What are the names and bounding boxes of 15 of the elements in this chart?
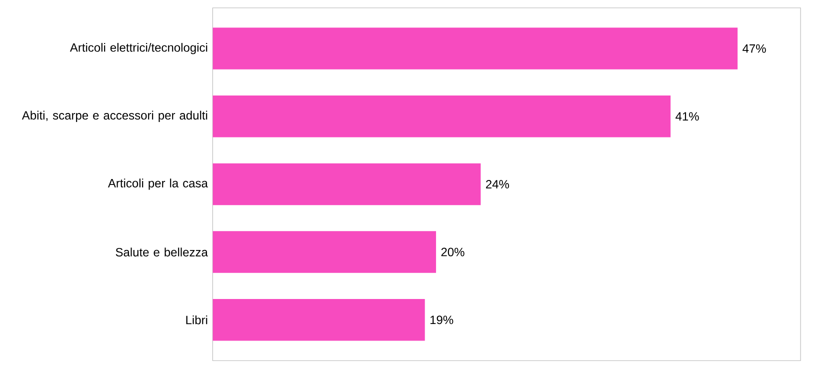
bar: [212, 299, 425, 341]
data-label: 47%: [742, 44, 766, 53]
y-tick-label: Articoli per la casa: [108, 178, 208, 190]
y-tick-label: Articoli elettrici/tecnologici: [70, 43, 208, 54]
data-label: 41%: [676, 112, 699, 121]
data-label: 19%: [430, 316, 454, 324]
y-tick-label: Abiti, scarpe e accessori per adulti: [22, 110, 208, 122]
bar: [212, 28, 738, 70]
bar: [212, 231, 436, 274]
y-tick-label: Libri: [186, 316, 208, 324]
y-tick-label: Salute e bellezza: [116, 248, 208, 257]
bar: [212, 96, 671, 138]
data-label: 20%: [441, 248, 464, 256]
data-label: 24%: [486, 180, 510, 189]
bar: [212, 164, 481, 206]
